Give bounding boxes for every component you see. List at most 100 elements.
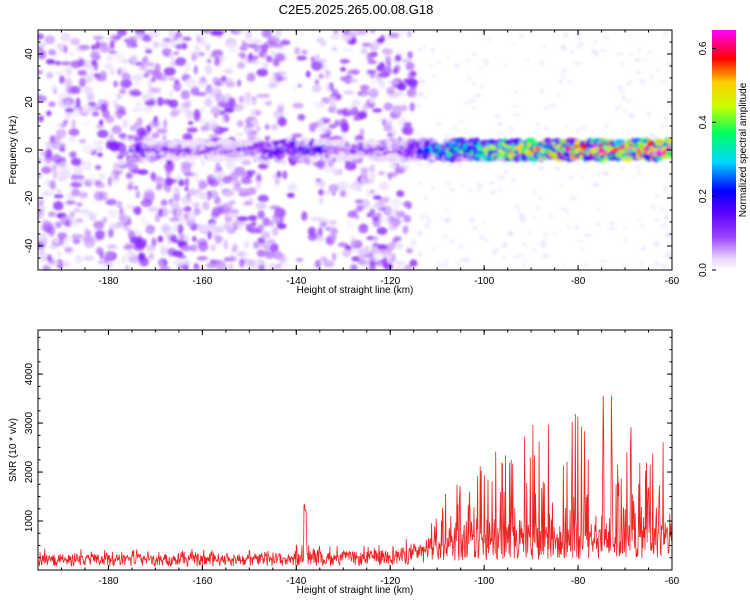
heatmap-cell [55, 128, 67, 138]
heatmap-cell [127, 204, 137, 210]
heatmap-cell [121, 255, 126, 265]
heatmap-cell [523, 257, 527, 262]
heatmap-cell [315, 53, 320, 62]
heatmap-cell [634, 58, 641, 62]
heatmap-cell [349, 183, 360, 191]
heatmap-cell [211, 207, 224, 216]
heatmap-cell [88, 175, 97, 184]
heatmap-cell [72, 237, 81, 245]
heatmap-cell [424, 214, 429, 218]
heatmap-cell [53, 237, 60, 244]
x-tick-label: -100 [474, 276, 494, 287]
heatmap-cell [152, 40, 159, 49]
heatmap-cell [221, 175, 233, 184]
y-tick-label: -40 [24, 238, 35, 253]
heatmap-cell [369, 98, 376, 104]
heatmap-cell [386, 86, 395, 95]
heatmap-cell [618, 167, 626, 171]
colorbar-label: Normalized spectral amplitude [738, 82, 749, 217]
heatmap-cell [81, 120, 94, 127]
heatmap-cell [357, 247, 369, 257]
heatmap-cell [320, 256, 328, 262]
heatmap-cell [98, 42, 108, 48]
x-tick-label: -60 [665, 276, 680, 287]
heatmap-cell [71, 166, 80, 172]
heatmap-cell [543, 106, 550, 109]
heatmap-cell [141, 57, 148, 63]
heatmap-cell [215, 161, 221, 172]
heatmap-cell [160, 207, 169, 218]
heatmap-cell [150, 172, 156, 180]
heatmap-cell [151, 132, 160, 139]
heatmap-cell [406, 248, 413, 254]
heatmap-cell [175, 43, 183, 50]
heatmap-cell [148, 30, 161, 39]
heatmap-cell [261, 231, 271, 240]
heatmap-cell [225, 81, 236, 88]
heatmap-cell [283, 259, 288, 268]
heatmap-cell [483, 59, 490, 64]
heatmap-cell [143, 72, 150, 78]
heatmap-cell [137, 170, 144, 174]
heatmap-cell [214, 196, 221, 205]
heatmap-cell [60, 32, 71, 42]
bottom-y-axis-label: SNR (10 * v/v) [8, 418, 19, 482]
heatmap-cell [543, 127, 549, 130]
heatmap-cell [379, 216, 391, 224]
heatmap-cell [58, 92, 67, 100]
heatmap-cell [210, 259, 221, 264]
heatmap-cell [130, 54, 138, 64]
heatmap-cell [173, 51, 180, 56]
heatmap-cell [185, 78, 197, 88]
heatmap-cell [493, 115, 501, 119]
heatmap-cell [55, 70, 63, 77]
heatmap-cell [193, 263, 199, 269]
heatmap-cell [236, 120, 244, 128]
heatmap-cell [422, 95, 427, 100]
heatmap-cell [665, 62, 671, 66]
heatmap-cell [395, 242, 404, 249]
heatmap-cell [307, 233, 318, 241]
heatmap-cell [113, 162, 119, 172]
heatmap-cell [117, 30, 127, 37]
heatmap-cell [297, 113, 306, 121]
heatmap-cell [522, 263, 527, 267]
heatmap-cell [328, 220, 338, 225]
heatmap-cell [171, 223, 180, 233]
heatmap-cell [403, 126, 414, 136]
heatmap-cell [334, 119, 340, 127]
heatmap-cell [330, 88, 339, 95]
heatmap-cell [239, 258, 245, 268]
heatmap-cell [108, 50, 118, 55]
heatmap-cell [228, 255, 238, 262]
heatmap-cell [513, 41, 517, 46]
heatmap-cell [287, 182, 298, 192]
heatmap-cell [159, 244, 167, 250]
x-tick-label: -140 [286, 576, 306, 587]
heatmap-cell [53, 201, 64, 211]
heatmap-cell [93, 220, 105, 230]
heatmap-cell [110, 142, 120, 152]
heatmap-cell [363, 102, 369, 109]
heatmap-cell [82, 235, 95, 243]
heatmap-cell [277, 159, 287, 164]
heatmap-cell [133, 185, 139, 191]
heatmap-cell [637, 217, 643, 221]
heatmap-cell [38, 256, 48, 262]
heatmap-cell [241, 178, 252, 185]
heatmap-cell [532, 190, 538, 195]
heatmap-cell [256, 172, 262, 180]
heatmap-cell [270, 49, 276, 56]
heatmap-cell [367, 59, 378, 65]
heatmap-cell [405, 61, 415, 71]
heatmap-cell [97, 152, 103, 158]
heatmap-cell [385, 55, 392, 64]
heatmap-cell [70, 60, 82, 69]
heatmap-cell [621, 264, 628, 270]
heatmap-cell [158, 259, 164, 268]
heatmap-cell [252, 98, 259, 105]
heatmap-cell [637, 48, 642, 52]
heatmap-cell [555, 167, 560, 171]
heatmap-cell [212, 133, 218, 139]
heatmap-cell [459, 119, 464, 123]
